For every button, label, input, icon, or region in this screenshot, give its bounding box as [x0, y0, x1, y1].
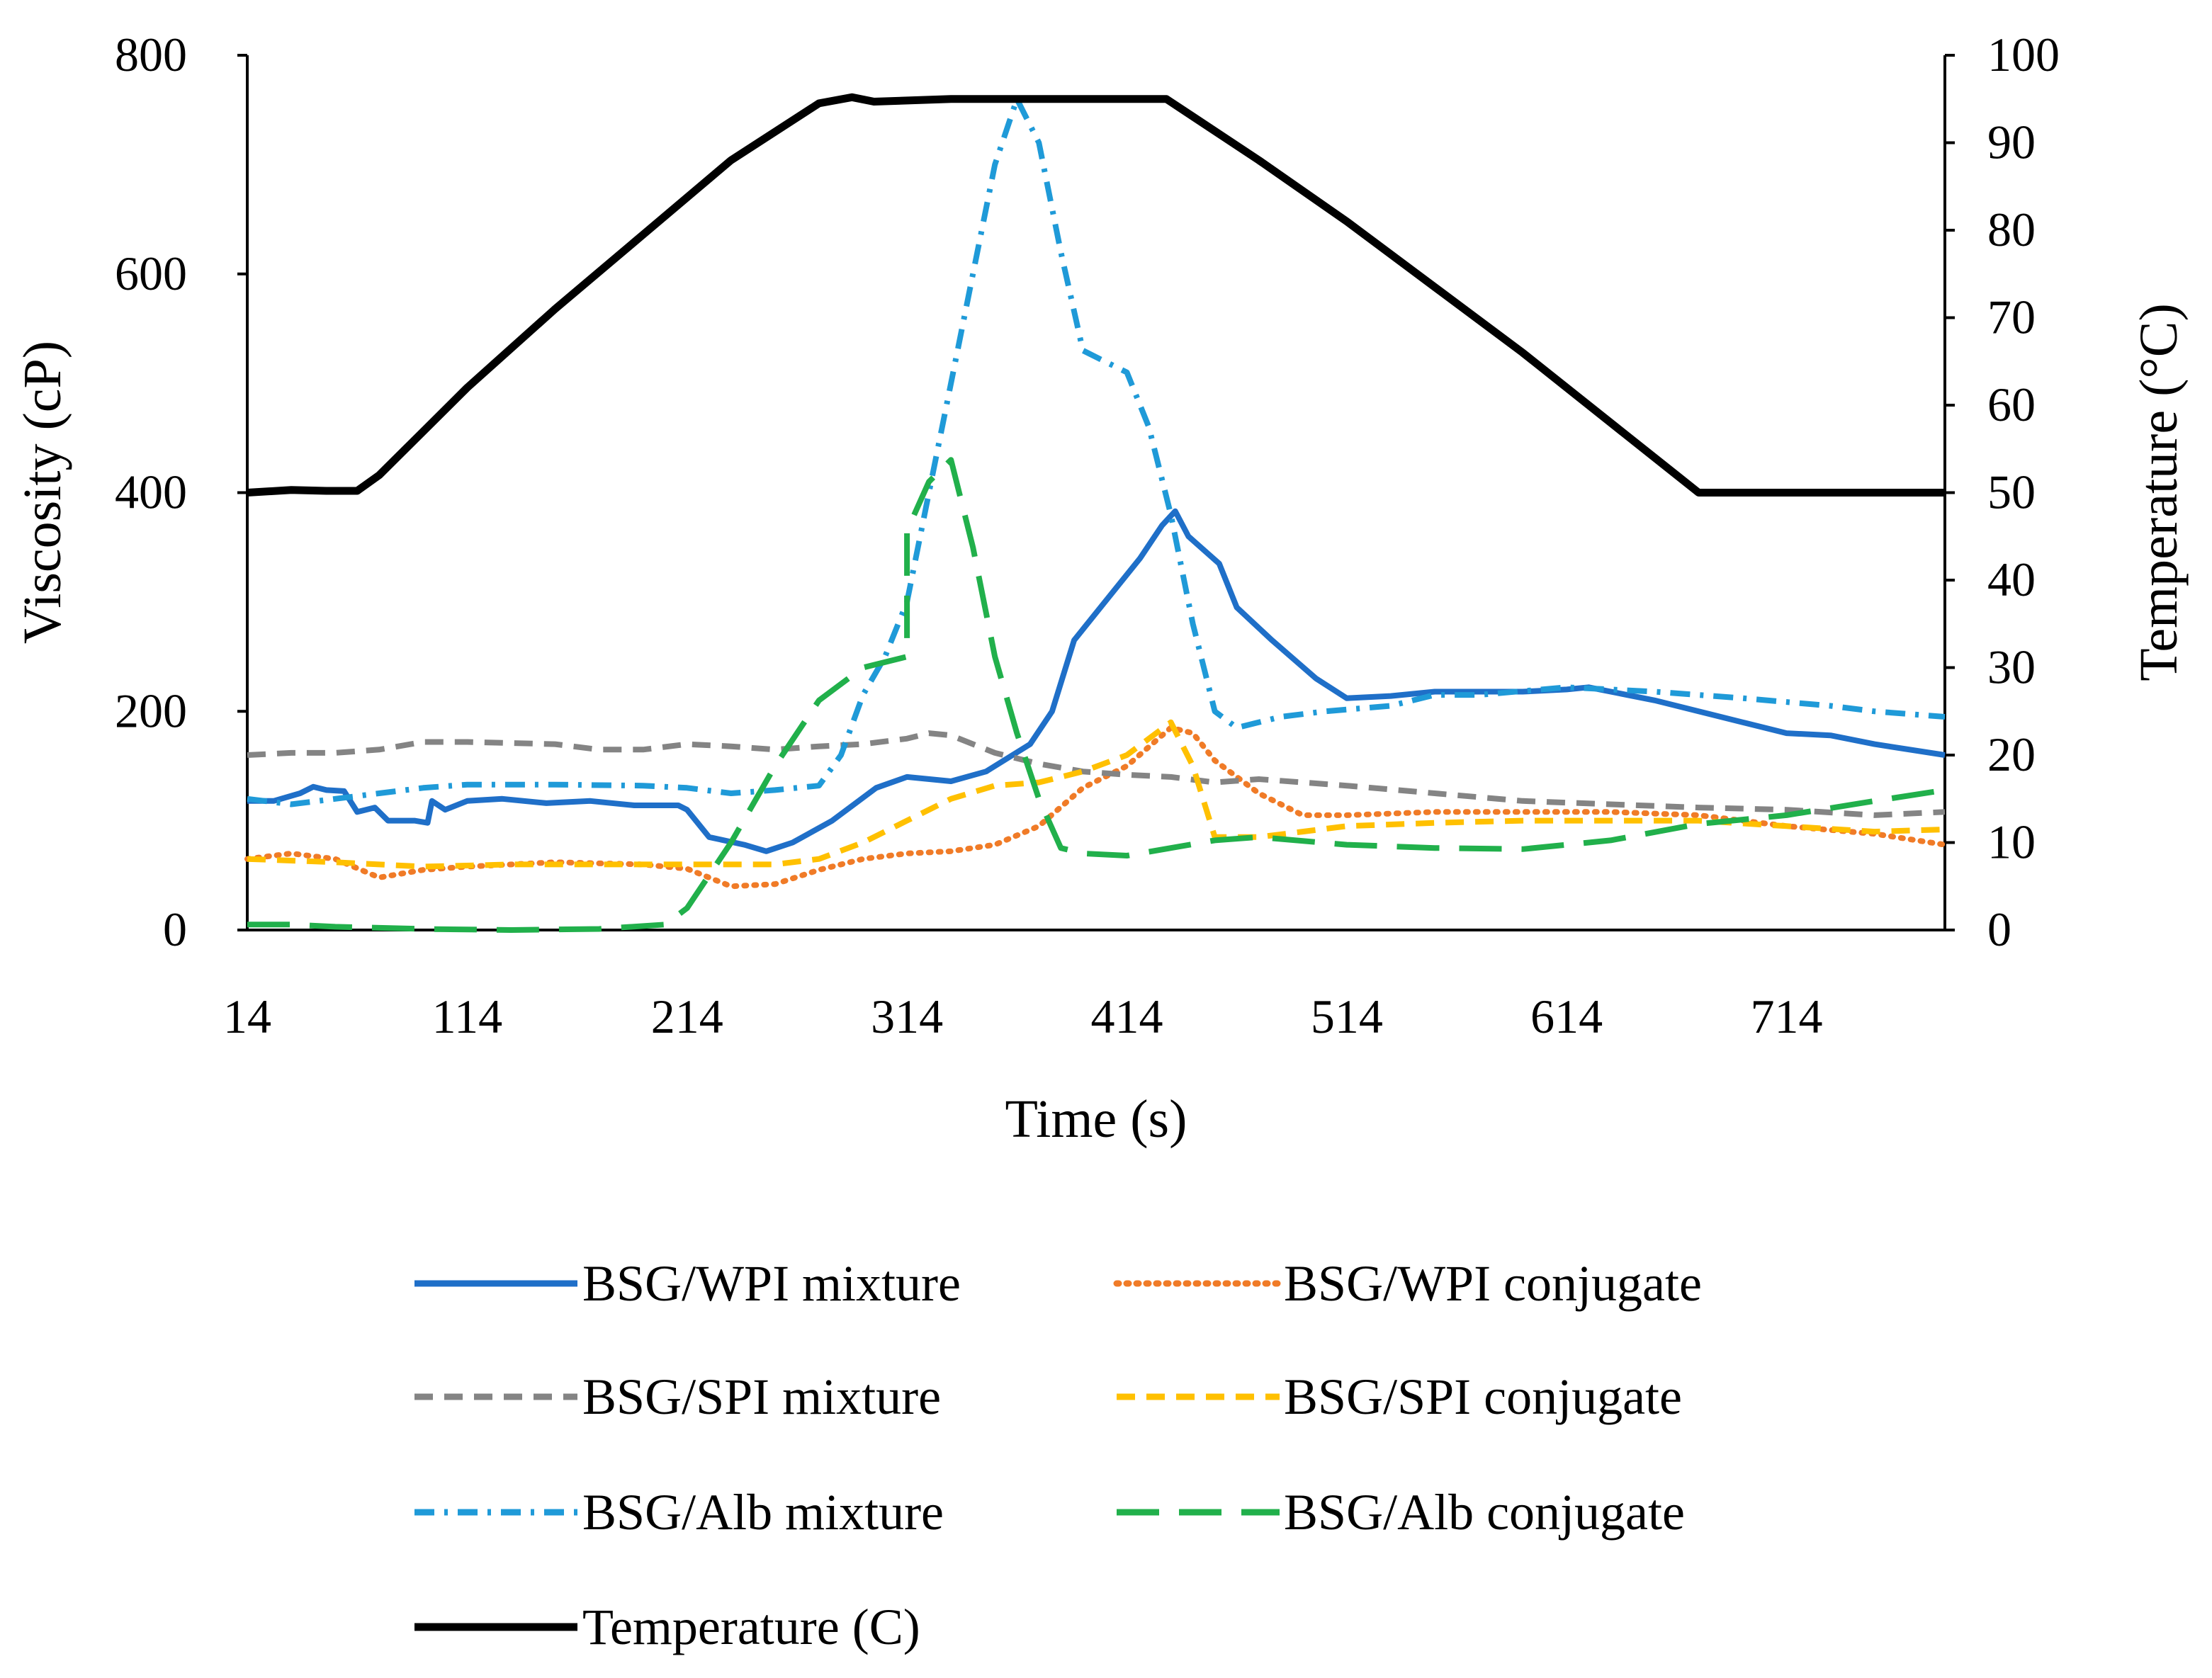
- x-axis-title: Time (s): [1005, 1089, 1187, 1149]
- series-line-0: [247, 508, 1946, 854]
- left-y-tick-label: 600: [115, 246, 187, 300]
- x-tick-label: 14: [223, 990, 271, 1043]
- legend-label: BSG/Alb conjugate: [1284, 1484, 1685, 1541]
- right-y-tick-label: 100: [1987, 28, 2060, 81]
- legend-label: BSG/Alb mixture: [582, 1484, 944, 1541]
- series-line-6: [247, 93, 1945, 497]
- legend-label: BSG/SPI conjugate: [1284, 1368, 1682, 1425]
- x-tick-label: 514: [1311, 990, 1383, 1043]
- legend: BSG/WPI mixture BSG/WPI conjugate BSG/SPI …: [414, 1255, 1702, 1655]
- series-line-1: [244, 725, 1948, 890]
- right-y-tick-label: 80: [1987, 203, 2036, 256]
- legend-label: BSG/SPI mixture: [582, 1368, 941, 1425]
- x-tick-labels: 14 114 214 314 414 514 614 714: [223, 990, 1823, 1043]
- x-tick-label: 414: [1090, 990, 1163, 1043]
- series-line-2: [247, 730, 1946, 818]
- legend-label: BSG/WPI conjugate: [1284, 1255, 1702, 1312]
- right-y-tick-label: 30: [1987, 640, 2036, 694]
- right-y-tick-label: 20: [1987, 727, 2036, 781]
- series-lines: [244, 93, 1948, 933]
- left-y-axis-title: Viscosity (cP): [13, 341, 72, 644]
- x-tick-label: 314: [871, 990, 943, 1043]
- left-y-ticks: 0 200 400 600 800: [115, 28, 247, 956]
- x-tick-label: 114: [432, 990, 502, 1043]
- series-line-3: [247, 719, 1946, 870]
- right-y-tick-label: 60: [1987, 378, 2036, 431]
- left-y-tick-label: 800: [115, 28, 187, 81]
- left-y-tick-label: 0: [163, 902, 187, 956]
- x-tick-label: 614: [1530, 990, 1603, 1043]
- x-tick-label: 214: [651, 990, 723, 1043]
- right-y-tick-label: 70: [1987, 290, 2036, 344]
- right-y-ticks: 0 10 20 30 40 50 60 70 80 90 100: [1945, 28, 2060, 956]
- left-y-tick-label: 400: [115, 465, 187, 519]
- right-y-tick-label: 0: [1987, 902, 2011, 956]
- right-y-tick-label: 40: [1987, 552, 2036, 606]
- left-y-tick-label: 200: [115, 684, 187, 737]
- right-y-tick-label: 50: [1987, 465, 2036, 519]
- legend-label: Temperature (C): [582, 1599, 920, 1655]
- x-tick-label: 714: [1751, 990, 1823, 1043]
- right-y-tick-label: 10: [1987, 815, 2036, 869]
- right-y-tick-label: 90: [1987, 115, 2036, 169]
- series-line-5: [247, 457, 1946, 933]
- series-line-4: [247, 96, 1946, 807]
- right-y-axis-title: Temperature (°C): [2129, 303, 2189, 681]
- legend-label: BSG/WPI mixture: [582, 1255, 961, 1312]
